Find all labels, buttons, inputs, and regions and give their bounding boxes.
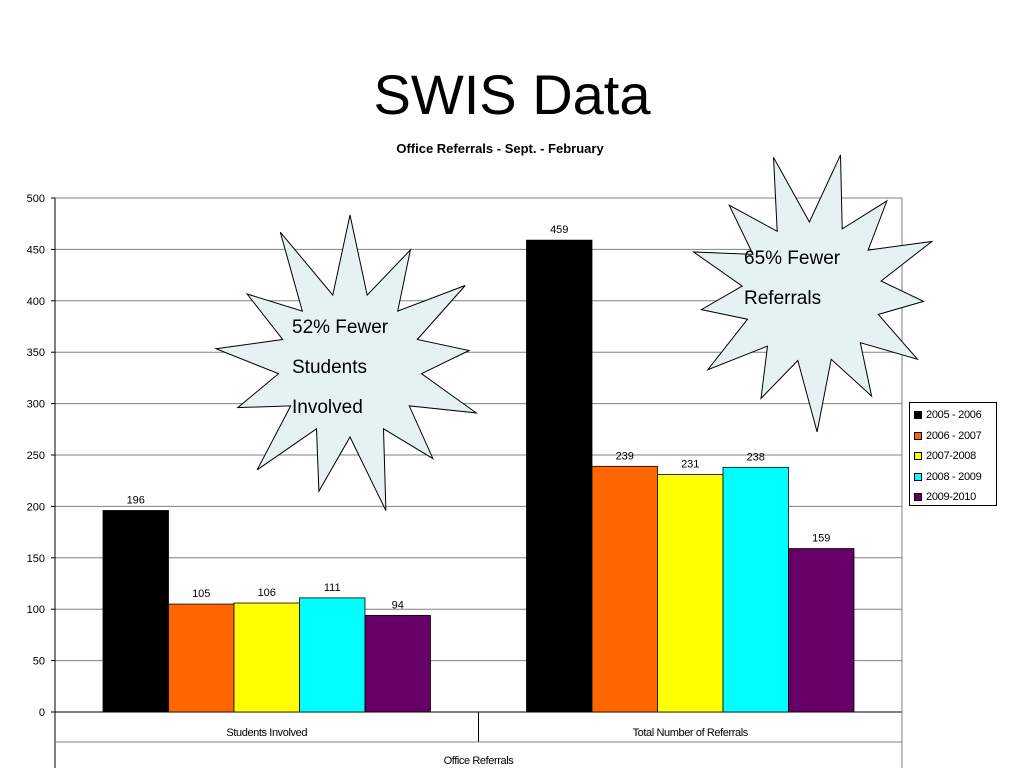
y-tick-label: 500: [27, 193, 45, 205]
category-label: Students Involved: [226, 727, 307, 739]
y-tick-label: 50: [33, 656, 45, 668]
data-label: 105: [192, 588, 210, 600]
data-label: 159: [812, 533, 830, 545]
bar: [364, 614, 431, 713]
callout-referrals-text: 65% Fewer Referrals: [744, 239, 840, 319]
y-tick-label: 200: [27, 501, 45, 513]
legend-label: 2008 - 2009: [926, 470, 982, 483]
callout-line: Students: [292, 357, 367, 378]
legend-item: 2008 - 2009: [914, 467, 992, 488]
bar: [722, 466, 789, 713]
bar: [168, 603, 235, 713]
legend-item: 2006 - 2007: [914, 426, 992, 447]
legend-swatch: [914, 493, 922, 502]
data-label: 94: [392, 599, 404, 611]
starburst-callout-students: [214, 214, 479, 511]
data-label: 238: [747, 451, 765, 463]
data-label: 106: [258, 587, 276, 599]
slide-title: SWIS Data: [373, 63, 651, 126]
legend-label: 2007-2008: [926, 450, 976, 463]
bar: [299, 597, 366, 713]
data-label: 196: [127, 495, 145, 507]
legend-swatch: [914, 472, 922, 481]
bar: [788, 548, 855, 713]
bar: [657, 474, 724, 713]
chart-legend: 2005 - 2006 2006 - 2007 2007-2008 2008 -…: [909, 402, 997, 506]
legend-item: 2009-2010: [914, 487, 992, 508]
legend-label: 2006 - 2007: [926, 429, 982, 442]
bar: [591, 465, 658, 713]
y-tick-label: 350: [27, 347, 45, 359]
legend-swatch: [914, 452, 922, 461]
bar: [233, 602, 300, 713]
y-tick-label: 450: [27, 244, 45, 256]
y-tick-label: 300: [27, 399, 45, 411]
callout-line: 65% Fewer: [744, 248, 841, 269]
y-tick-label: 400: [27, 296, 45, 308]
y-tick-label: 100: [27, 604, 45, 616]
data-label: 231: [681, 459, 699, 471]
callout-line: 52% Fewer: [292, 317, 389, 338]
legend-swatch: [914, 411, 922, 420]
chart-title: Office Referrals - Sept. - February: [396, 141, 604, 156]
y-tick-label: 0: [39, 707, 45, 719]
callout-students-text: 52% Fewer Students Involved: [292, 308, 388, 428]
data-label: 111: [324, 582, 341, 594]
x-axis-title: Office Referrals: [444, 755, 515, 767]
legend-item: 2005 - 2006: [914, 405, 992, 426]
starburst-callout-referrals: [691, 154, 934, 433]
data-label: 239: [616, 450, 634, 462]
y-tick-label: 250: [27, 450, 45, 462]
y-tick-label: 150: [27, 553, 45, 565]
callout-line: Referrals: [744, 288, 822, 309]
category-label: Total Number of Referrals: [633, 727, 749, 739]
legend-label: 2009-2010: [926, 491, 976, 504]
legend-label: 2005 - 2006: [926, 409, 982, 422]
legend-swatch: [914, 431, 922, 440]
bar: [102, 510, 169, 713]
callout-line: Involved: [292, 397, 363, 418]
data-label: 459: [550, 224, 568, 236]
bar: [526, 239, 593, 713]
legend-item: 2007-2008: [914, 446, 992, 467]
